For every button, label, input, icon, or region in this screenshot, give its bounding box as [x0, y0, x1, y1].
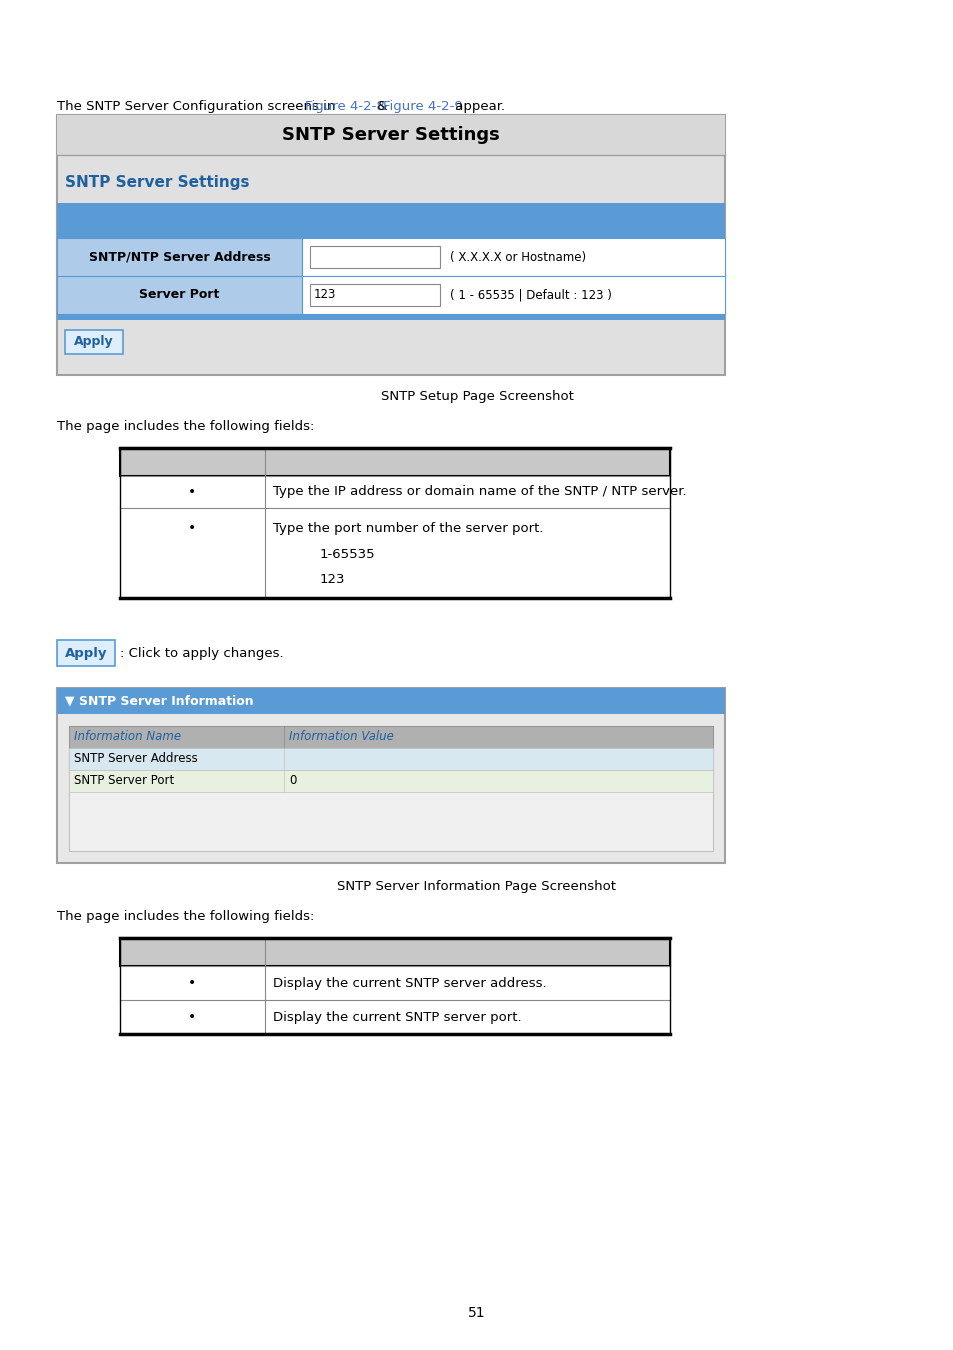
Bar [57, 315, 724, 320]
Bar [120, 508, 669, 598]
Text: •: • [188, 485, 196, 500]
Bar [57, 275, 302, 315]
Bar [120, 477, 669, 508]
Text: &: & [373, 100, 392, 113]
Text: ▼ SNTP Server Information: ▼ SNTP Server Information [65, 694, 253, 707]
Text: Type the port number of the server port.: Type the port number of the server port. [273, 522, 543, 535]
Bar [69, 726, 712, 748]
Text: Display the current SNTP server port.: Display the current SNTP server port. [273, 1011, 521, 1023]
Bar [57, 238, 302, 275]
Text: Type the IP address or domain name of the SNTP / NTP server.: Type the IP address or domain name of th… [273, 486, 686, 498]
Text: SNTP Server Port: SNTP Server Port [74, 775, 174, 787]
Text: Apply: Apply [74, 336, 113, 348]
Bar [120, 967, 669, 1000]
Text: 0: 0 [289, 775, 296, 787]
Text: Figure 4-2-9: Figure 4-2-9 [382, 100, 462, 113]
Bar [57, 640, 115, 666]
Text: 123: 123 [319, 572, 345, 586]
Bar [65, 329, 123, 354]
Text: 123: 123 [314, 289, 336, 301]
Text: SNTP Server Settings: SNTP Server Settings [65, 176, 250, 190]
Text: : Click to apply changes.: : Click to apply changes. [120, 647, 283, 660]
Text: Information Name: Information Name [74, 730, 181, 744]
Bar [302, 238, 724, 275]
Text: •: • [188, 1010, 196, 1025]
Bar [120, 1000, 669, 1034]
Text: ( X.X.X.X or Hostname): ( X.X.X.X or Hostname) [450, 251, 585, 263]
Text: Information Value: Information Value [289, 730, 394, 744]
Text: The page includes the following fields:: The page includes the following fields: [57, 910, 314, 923]
Bar [57, 115, 724, 375]
Bar [69, 769, 712, 792]
Text: SNTP Setup Page Screenshot: SNTP Setup Page Screenshot [380, 390, 573, 404]
Text: SNTP Server Settings: SNTP Server Settings [282, 126, 499, 144]
Bar [57, 688, 724, 714]
Text: ( 1 - 65535 | Default : 123 ): ( 1 - 65535 | Default : 123 ) [450, 289, 611, 301]
Text: Figure 4-2-8: Figure 4-2-8 [305, 100, 384, 113]
Bar [69, 726, 712, 850]
Bar [310, 246, 439, 269]
Bar [57, 202, 724, 238]
Text: •: • [188, 521, 196, 535]
Text: Server Port: Server Port [139, 289, 219, 301]
Text: 1-65535: 1-65535 [319, 548, 375, 562]
Text: Apply: Apply [65, 647, 107, 660]
Text: The SNTP Server Configuration screens in: The SNTP Server Configuration screens in [57, 100, 339, 113]
Text: appear.: appear. [451, 100, 504, 113]
Bar [69, 748, 712, 770]
Text: Display the current SNTP server address.: Display the current SNTP server address. [273, 976, 546, 990]
Text: 51: 51 [468, 1305, 485, 1320]
Text: •: • [188, 976, 196, 990]
Bar [57, 115, 724, 155]
Bar [302, 275, 724, 315]
Text: SNTP/NTP Server Address: SNTP/NTP Server Address [89, 251, 270, 263]
Text: The page includes the following fields:: The page includes the following fields: [57, 420, 314, 433]
Text: SNTP Server Address: SNTP Server Address [74, 752, 197, 765]
Bar [120, 448, 669, 477]
Bar [310, 284, 439, 306]
Bar [57, 688, 724, 863]
Bar [120, 938, 669, 967]
Text: SNTP Server Information Page Screenshot: SNTP Server Information Page Screenshot [337, 880, 616, 892]
